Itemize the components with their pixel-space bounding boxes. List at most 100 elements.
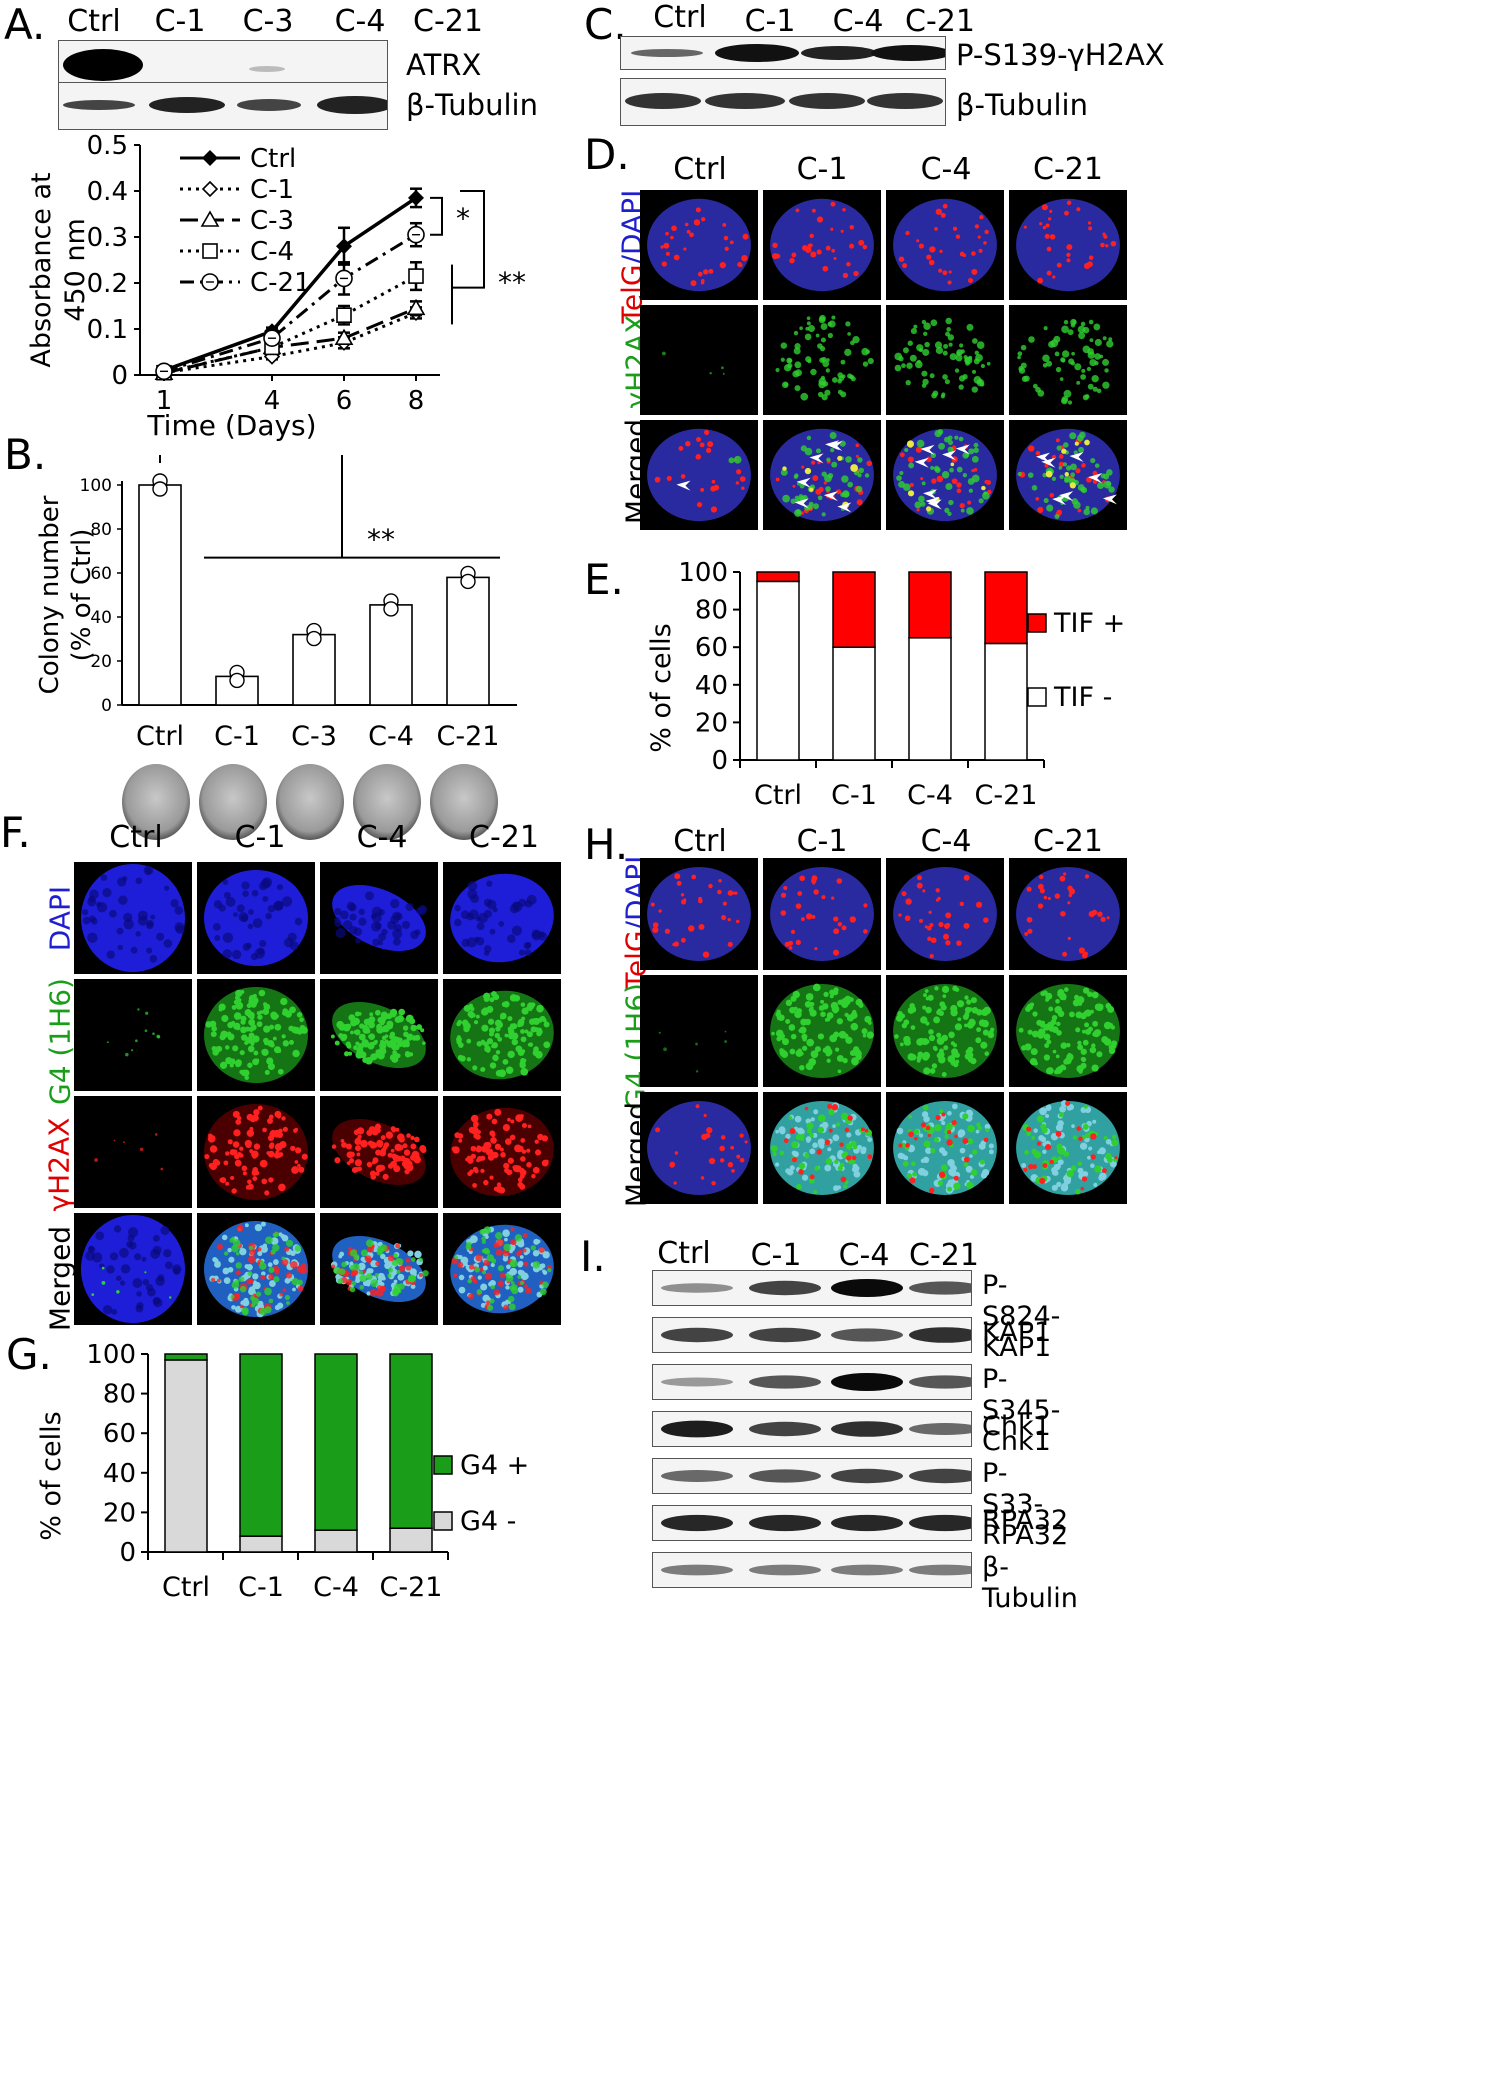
signal-spot <box>461 938 470 947</box>
signal-spot <box>210 1031 217 1038</box>
signal-spot <box>294 917 303 926</box>
signal-spot <box>466 1038 472 1044</box>
signal-spot <box>916 882 923 889</box>
signal-spot <box>229 1237 235 1243</box>
signal-spot <box>491 990 497 997</box>
signal-spot <box>265 1236 273 1245</box>
signal-spot <box>820 1011 826 1018</box>
signal-spot <box>1087 383 1094 390</box>
signal-spot <box>867 1021 872 1025</box>
signal-spot <box>817 1033 825 1040</box>
signal-spot <box>273 900 284 911</box>
micrograph-tile <box>74 862 192 974</box>
signal-spot <box>841 475 849 483</box>
signal-spot <box>1061 325 1069 334</box>
signal-spot <box>978 498 984 504</box>
signal-spot <box>849 916 857 923</box>
signal-spot <box>1051 1169 1057 1175</box>
signal-spot <box>825 245 831 251</box>
signal-spot <box>951 1120 957 1126</box>
signal-spot <box>938 1056 946 1064</box>
signal-spot <box>330 1034 335 1039</box>
signal-spot <box>1067 400 1073 405</box>
signal-spot <box>260 1221 266 1227</box>
signal-spot <box>1111 1139 1119 1147</box>
signal-spot <box>232 949 242 960</box>
signal-spot <box>905 230 910 236</box>
signal-spot <box>933 1137 940 1143</box>
signal-spot <box>837 1185 842 1190</box>
col-label: C-21 <box>1033 824 1103 859</box>
signal-spot <box>931 478 937 484</box>
signal-spot <box>967 1046 974 1053</box>
signal-spot <box>789 257 795 264</box>
signal-spot <box>270 1249 276 1255</box>
signal-spot <box>956 940 962 946</box>
signal-spot <box>1027 928 1033 934</box>
bar-segment <box>239 1535 283 1553</box>
signal-spot <box>494 1032 500 1039</box>
signal-spot <box>783 1138 789 1143</box>
signal-spot <box>220 1177 227 1184</box>
signal-spot <box>862 1033 867 1038</box>
signal-spot <box>410 1143 417 1150</box>
signal-spot <box>510 1227 515 1232</box>
arrowhead-icon <box>955 444 970 455</box>
signal-spot <box>788 1116 793 1120</box>
bar <box>446 576 490 706</box>
signal-spot <box>701 1133 708 1141</box>
blot-strip <box>652 1270 981 1306</box>
signal-spot <box>282 1288 287 1293</box>
signal-spot <box>261 1271 266 1276</box>
signal-spot <box>794 343 801 350</box>
signal-spot <box>796 1183 802 1190</box>
signal-spot <box>966 323 974 331</box>
signal-spot <box>908 462 915 469</box>
signal-spot <box>1084 1022 1090 1028</box>
signal-spot <box>926 506 932 512</box>
signal-spot <box>405 1257 411 1263</box>
sig-star: ** <box>367 523 395 556</box>
signal-spot <box>821 895 826 900</box>
signal-spot <box>700 487 705 492</box>
signal-spot <box>411 1257 416 1262</box>
signal-spot <box>943 1045 949 1051</box>
signal-spot <box>130 946 138 954</box>
micrograph-tile <box>886 190 1004 300</box>
lane-label: C-1 <box>744 4 796 39</box>
signal-spot <box>1066 465 1072 471</box>
signal-spot <box>718 878 722 883</box>
signal-spot <box>1079 1142 1088 1150</box>
signal-spot <box>1039 888 1045 894</box>
blot-label: P-S33-RPA32 <box>982 1458 1069 1551</box>
signal-spot <box>839 1142 844 1147</box>
arrowhead-icon <box>1069 452 1084 463</box>
signal-spot <box>931 1063 938 1069</box>
signal-spot <box>480 1039 485 1044</box>
signal-spot <box>1094 1003 1102 1011</box>
signal-spot <box>489 1175 494 1180</box>
signal-spot <box>690 280 697 287</box>
signal-spot <box>519 1280 525 1285</box>
signal-spot <box>936 475 944 483</box>
signal-spot <box>956 466 963 473</box>
arrowhead-icon <box>794 498 809 509</box>
signal-spot <box>921 319 927 325</box>
signal-spot <box>792 1151 799 1158</box>
signal-spot <box>113 1139 116 1142</box>
signal-spot <box>507 1028 515 1035</box>
bar-segment <box>832 646 876 761</box>
y-tick-label: 60 <box>103 1419 136 1449</box>
signal-spot <box>234 1279 240 1284</box>
signal-spot <box>795 903 802 909</box>
signal-spot <box>797 891 803 896</box>
signal-spot <box>229 1063 234 1068</box>
signal-spot <box>278 1183 286 1192</box>
signal-spot <box>824 389 831 396</box>
signal-spot <box>1063 872 1067 876</box>
signal-spot <box>806 316 811 321</box>
signal-spot <box>846 261 851 267</box>
signal-spot <box>902 263 908 269</box>
signal-spot <box>265 912 272 920</box>
signal-spot <box>1066 1053 1074 1061</box>
